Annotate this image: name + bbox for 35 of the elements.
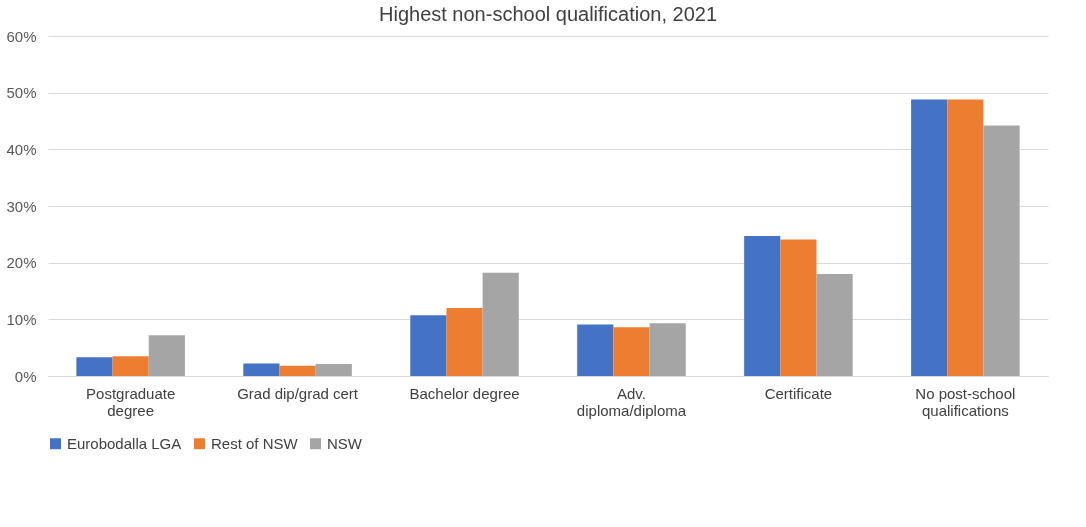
y-tick-label: 50% (6, 84, 37, 102)
bar (983, 125, 1020, 376)
bar (446, 308, 483, 376)
bar (744, 236, 781, 376)
bar (279, 365, 316, 376)
bar (112, 356, 149, 376)
bar (911, 99, 948, 376)
x-tick-label: Grad dip/grad cert (237, 384, 359, 402)
bar (410, 315, 447, 376)
y-tick-label: 30% (6, 197, 37, 215)
legend-label: NSW (327, 434, 363, 452)
y-tick-label: 10% (6, 310, 37, 328)
bar (148, 335, 185, 376)
legend-label: Rest of NSW (211, 434, 299, 452)
bar (816, 274, 853, 376)
chart-title: Highest non-school qualification, 2021 (379, 3, 717, 25)
bar (947, 99, 984, 376)
bar (780, 239, 817, 376)
y-tick-label: 40% (6, 140, 37, 158)
legend-label: Eurobodalla LGA (67, 434, 182, 452)
bar (577, 324, 614, 376)
x-tick-label: Bachelor degree (409, 384, 520, 402)
x-tick-label: Postgraduate degree (86, 384, 176, 419)
bar (76, 357, 113, 376)
bar (315, 364, 352, 376)
y-tick-label: 20% (6, 254, 37, 272)
bar (243, 363, 280, 376)
y-tick-label: 0% (14, 367, 37, 385)
y-tick-label: 60% (6, 27, 37, 45)
bar (613, 327, 650, 376)
x-tick-label: No post-school qualifications (915, 384, 1016, 419)
bar (649, 323, 686, 376)
bar (482, 272, 519, 376)
x-tick-label: Adv. diploma/diploma (576, 384, 687, 419)
x-tick-label: Certificate (764, 384, 833, 402)
